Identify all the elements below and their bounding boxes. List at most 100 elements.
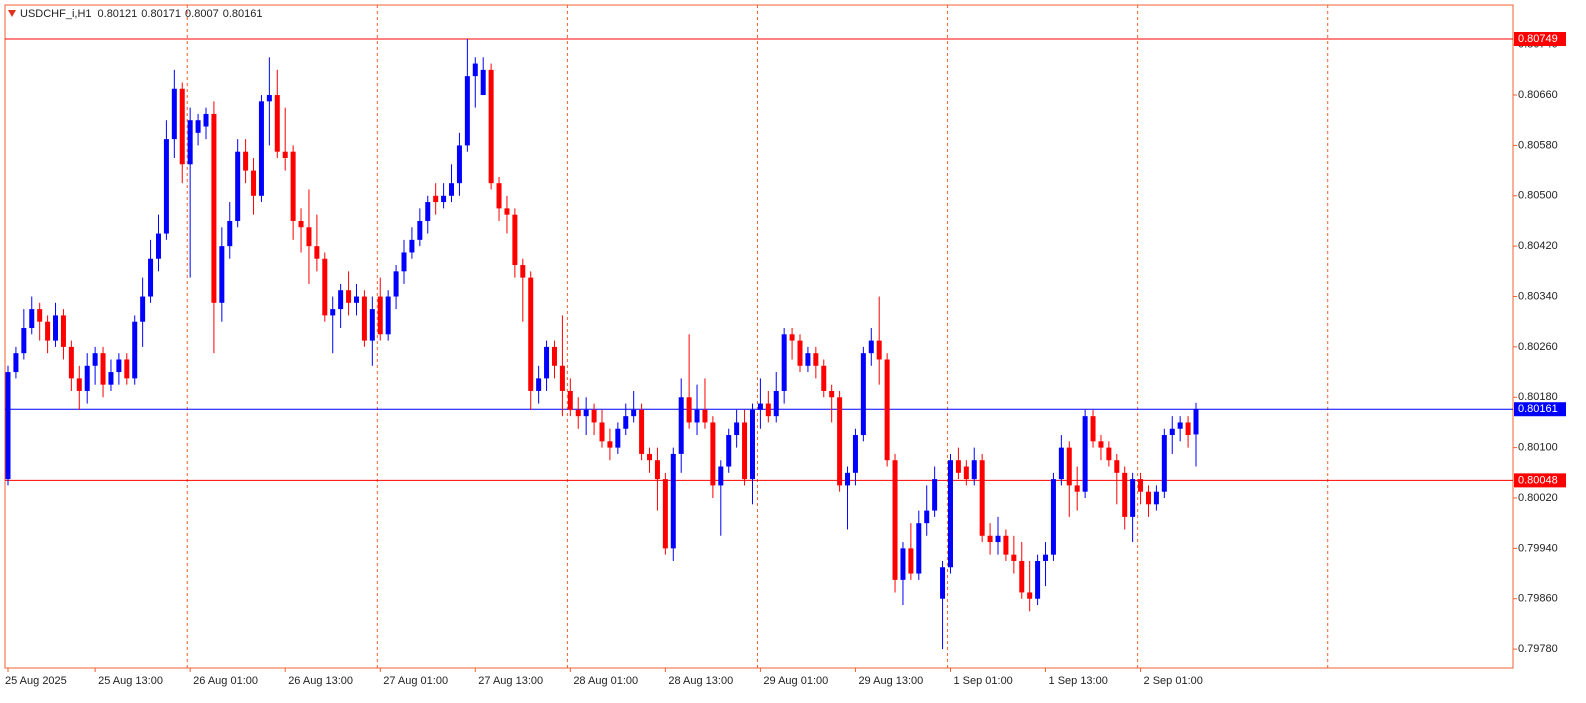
candle-body — [45, 321, 51, 341]
candle-body — [852, 435, 858, 473]
candle-body — [987, 535, 993, 543]
candle-body — [163, 139, 169, 234]
candle-body — [1193, 409, 1199, 435]
candle-body — [409, 239, 415, 253]
x-tick-label: 28 Aug 13:00 — [668, 675, 733, 687]
candle-body — [441, 195, 447, 203]
x-tick-label: 2 Sep 01:00 — [1144, 675, 1203, 687]
candle-body — [195, 120, 201, 133]
candle-body — [425, 202, 431, 221]
header-close: 0.80161 — [223, 8, 263, 20]
candle-body — [845, 472, 851, 486]
candle-body — [536, 378, 542, 391]
candle-body — [132, 321, 138, 379]
candle-body — [773, 390, 779, 417]
candle-body — [749, 409, 755, 480]
candle-body — [1066, 447, 1072, 486]
candle-body — [963, 466, 969, 480]
candle-body — [837, 397, 843, 486]
candle-body — [662, 479, 668, 549]
candle-body — [884, 359, 890, 461]
candle-body — [829, 390, 835, 398]
candle-body — [583, 409, 589, 417]
candle-body — [813, 353, 819, 366]
candle-body — [456, 145, 462, 184]
candle-body — [346, 290, 352, 303]
level-box — [1514, 473, 1566, 488]
y-tick-label: 0.80260 — [1518, 341, 1558, 353]
candle-body — [480, 69, 486, 96]
candle-body — [615, 428, 621, 448]
candle-body — [789, 334, 795, 341]
candle-body — [314, 246, 320, 259]
candle-body — [116, 359, 122, 373]
candle-body — [282, 151, 288, 158]
candle-body — [1153, 491, 1159, 505]
candle-body — [298, 220, 304, 228]
candle-body — [1177, 422, 1183, 429]
candle-body — [528, 277, 534, 391]
candle-body — [702, 409, 708, 423]
candle-body — [235, 151, 241, 221]
candle-body — [5, 372, 11, 480]
candle-body — [599, 422, 605, 442]
header-triangle — [8, 10, 16, 17]
candle-body — [678, 397, 684, 454]
x-tick-label: 29 Aug 01:00 — [763, 675, 828, 687]
candle-body — [187, 120, 193, 165]
candle-body — [140, 296, 146, 322]
candle-body — [37, 309, 43, 322]
candle-body — [13, 353, 19, 373]
candle-body — [1122, 472, 1128, 517]
candle-body — [1011, 554, 1017, 561]
y-tick-label: 0.79780 — [1518, 643, 1558, 655]
candle-body — [551, 346, 557, 366]
candle-body — [92, 353, 98, 366]
candle-body — [979, 460, 985, 536]
candle-body — [797, 340, 803, 366]
y-tick-label: 0.80340 — [1518, 290, 1558, 302]
candle-body — [1138, 479, 1144, 492]
x-tick-label: 1 Sep 01:00 — [953, 675, 1012, 687]
candle-body — [1185, 422, 1191, 436]
candle-body — [971, 460, 977, 480]
candle-body — [68, 346, 74, 379]
candle-body — [449, 183, 455, 196]
candle-body — [171, 88, 177, 140]
level-label: 0.80749 — [1518, 33, 1558, 45]
candle-body — [694, 409, 700, 423]
candle-body — [377, 296, 383, 335]
candle-body — [876, 340, 882, 360]
candle-body — [219, 246, 225, 303]
candle-body — [290, 151, 296, 221]
candle-body — [647, 453, 653, 461]
y-tick-label: 0.79940 — [1518, 542, 1558, 554]
candle-body — [148, 258, 154, 297]
candle-body — [401, 252, 407, 272]
y-tick-label: 0.79860 — [1518, 593, 1558, 605]
x-tick-label: 25 Aug 13:00 — [98, 675, 163, 687]
y-tick-label: 0.80100 — [1518, 442, 1558, 454]
candle-body — [1043, 554, 1049, 561]
candle-body — [1074, 485, 1080, 492]
candle-body — [258, 101, 264, 196]
candle-body — [1161, 435, 1167, 492]
chart-header: USDCHF_i,H1 0.80121 0.80171 0.8007 0.80161 — [20, 8, 262, 20]
candle-body — [179, 88, 185, 165]
candle-body — [124, 359, 130, 379]
candle-body — [512, 214, 518, 266]
candle-body — [330, 309, 336, 316]
candle-body — [306, 227, 312, 247]
x-tick-label: 29 Aug 13:00 — [858, 675, 923, 687]
chart-title: USDCHF_i,H1 — [20, 8, 92, 20]
candle-body — [433, 195, 439, 203]
candle-body — [393, 271, 399, 297]
y-tick-label: 0.80020 — [1518, 492, 1558, 504]
candle-body — [757, 403, 763, 410]
candle-body — [591, 409, 597, 423]
candle-body — [742, 422, 748, 480]
candle-body — [1082, 416, 1088, 492]
candle-body — [765, 403, 771, 417]
candle-body — [868, 340, 874, 354]
